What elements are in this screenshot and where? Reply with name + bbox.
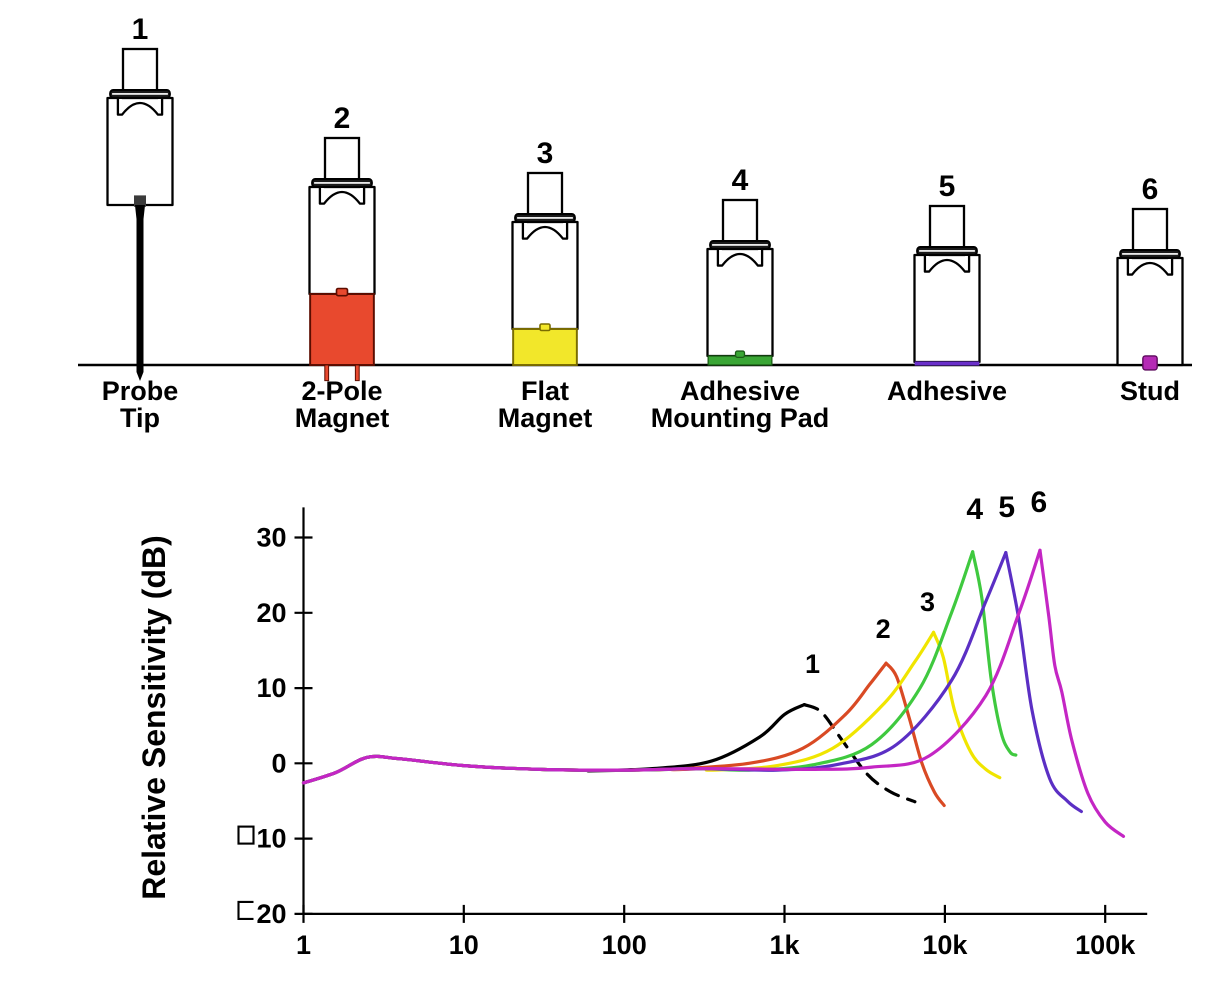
svg-text:Mounting Pad: Mounting Pad — [651, 403, 829, 433]
svg-text:10: 10 — [256, 673, 286, 703]
svg-text:Magnet: Magnet — [295, 403, 390, 433]
svg-text:10: 10 — [256, 824, 286, 854]
svg-text:100k: 100k — [1075, 930, 1136, 960]
svg-text:1: 1 — [805, 649, 820, 679]
svg-text:2-Pole: 2-Pole — [301, 376, 382, 406]
svg-text:Relative Sensitivity (dB): Relative Sensitivity (dB) — [136, 535, 172, 900]
svg-text:Tip: Tip — [120, 403, 160, 433]
svg-text:2: 2 — [334, 102, 351, 135]
svg-text:10: 10 — [449, 930, 479, 960]
svg-text:5: 5 — [939, 170, 956, 203]
svg-text:1: 1 — [296, 930, 311, 960]
svg-text:2: 2 — [876, 614, 891, 644]
svg-text:1k: 1k — [769, 930, 800, 960]
svg-text:4: 4 — [732, 164, 749, 197]
svg-text:3: 3 — [537, 137, 554, 170]
svg-text:5: 5 — [998, 491, 1015, 524]
svg-text:1: 1 — [132, 13, 149, 46]
svg-text:Adhesive: Adhesive — [887, 376, 1007, 406]
svg-text:100: 100 — [602, 930, 647, 960]
svg-text:Adhesive: Adhesive — [680, 376, 800, 406]
svg-text:6: 6 — [1030, 486, 1047, 519]
svg-text:3: 3 — [920, 587, 935, 617]
svg-text:10k: 10k — [922, 930, 968, 960]
svg-text:30: 30 — [256, 523, 286, 553]
svg-text:Flat: Flat — [521, 376, 569, 406]
svg-text:Stud: Stud — [1120, 376, 1180, 406]
svg-text:0: 0 — [271, 748, 286, 778]
svg-text:20: 20 — [256, 899, 286, 929]
svg-text:4: 4 — [966, 493, 983, 526]
svg-text:Probe: Probe — [102, 376, 179, 406]
svg-text:20: 20 — [256, 598, 286, 628]
svg-text:Magnet: Magnet — [498, 403, 593, 433]
svg-text:6: 6 — [1142, 173, 1159, 206]
